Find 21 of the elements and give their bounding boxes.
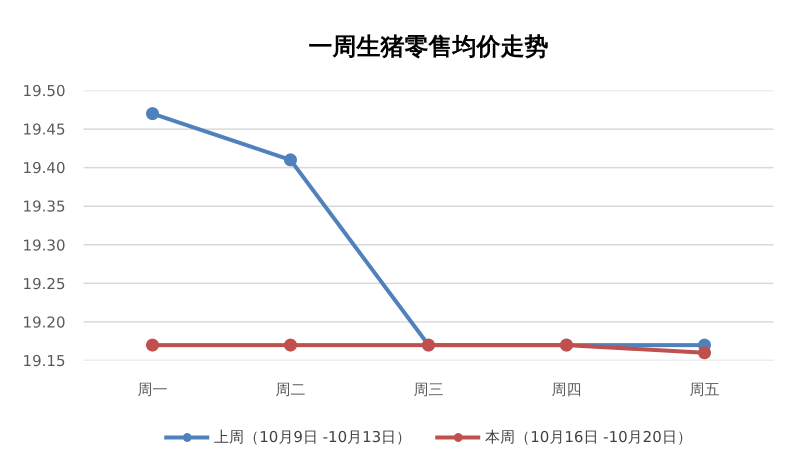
y-tick-label: 19.20: [22, 313, 66, 332]
point: [284, 153, 297, 166]
y-tick-label: 19.45: [22, 120, 66, 139]
point: [284, 338, 297, 352]
x-tick-label: 周三: [414, 380, 444, 398]
point: [146, 338, 159, 352]
y-tick-label: 19.40: [22, 159, 66, 178]
legend-label: 上周（10月9日 -10月13日）: [214, 428, 412, 446]
legend-label: 本周（10月16日 -10月20日）: [485, 428, 692, 446]
point: [698, 346, 711, 360]
y-tick-label: 19.35: [22, 198, 66, 216]
y-tick-label: 19.15: [22, 352, 66, 370]
x-tick-label: 周五: [690, 380, 720, 398]
y-tick-label: 19.50: [22, 82, 66, 100]
y-tick-label: 19.25: [22, 274, 66, 293]
point: [146, 107, 159, 120]
x-tick-label: 周一: [138, 380, 168, 398]
y-tick-label: 19.30: [22, 236, 66, 254]
x-tick-label: 周二: [276, 380, 306, 398]
chart-title: 一周生猪零售均价走势: [308, 32, 548, 60]
x-tick-label: 周四: [552, 380, 582, 398]
